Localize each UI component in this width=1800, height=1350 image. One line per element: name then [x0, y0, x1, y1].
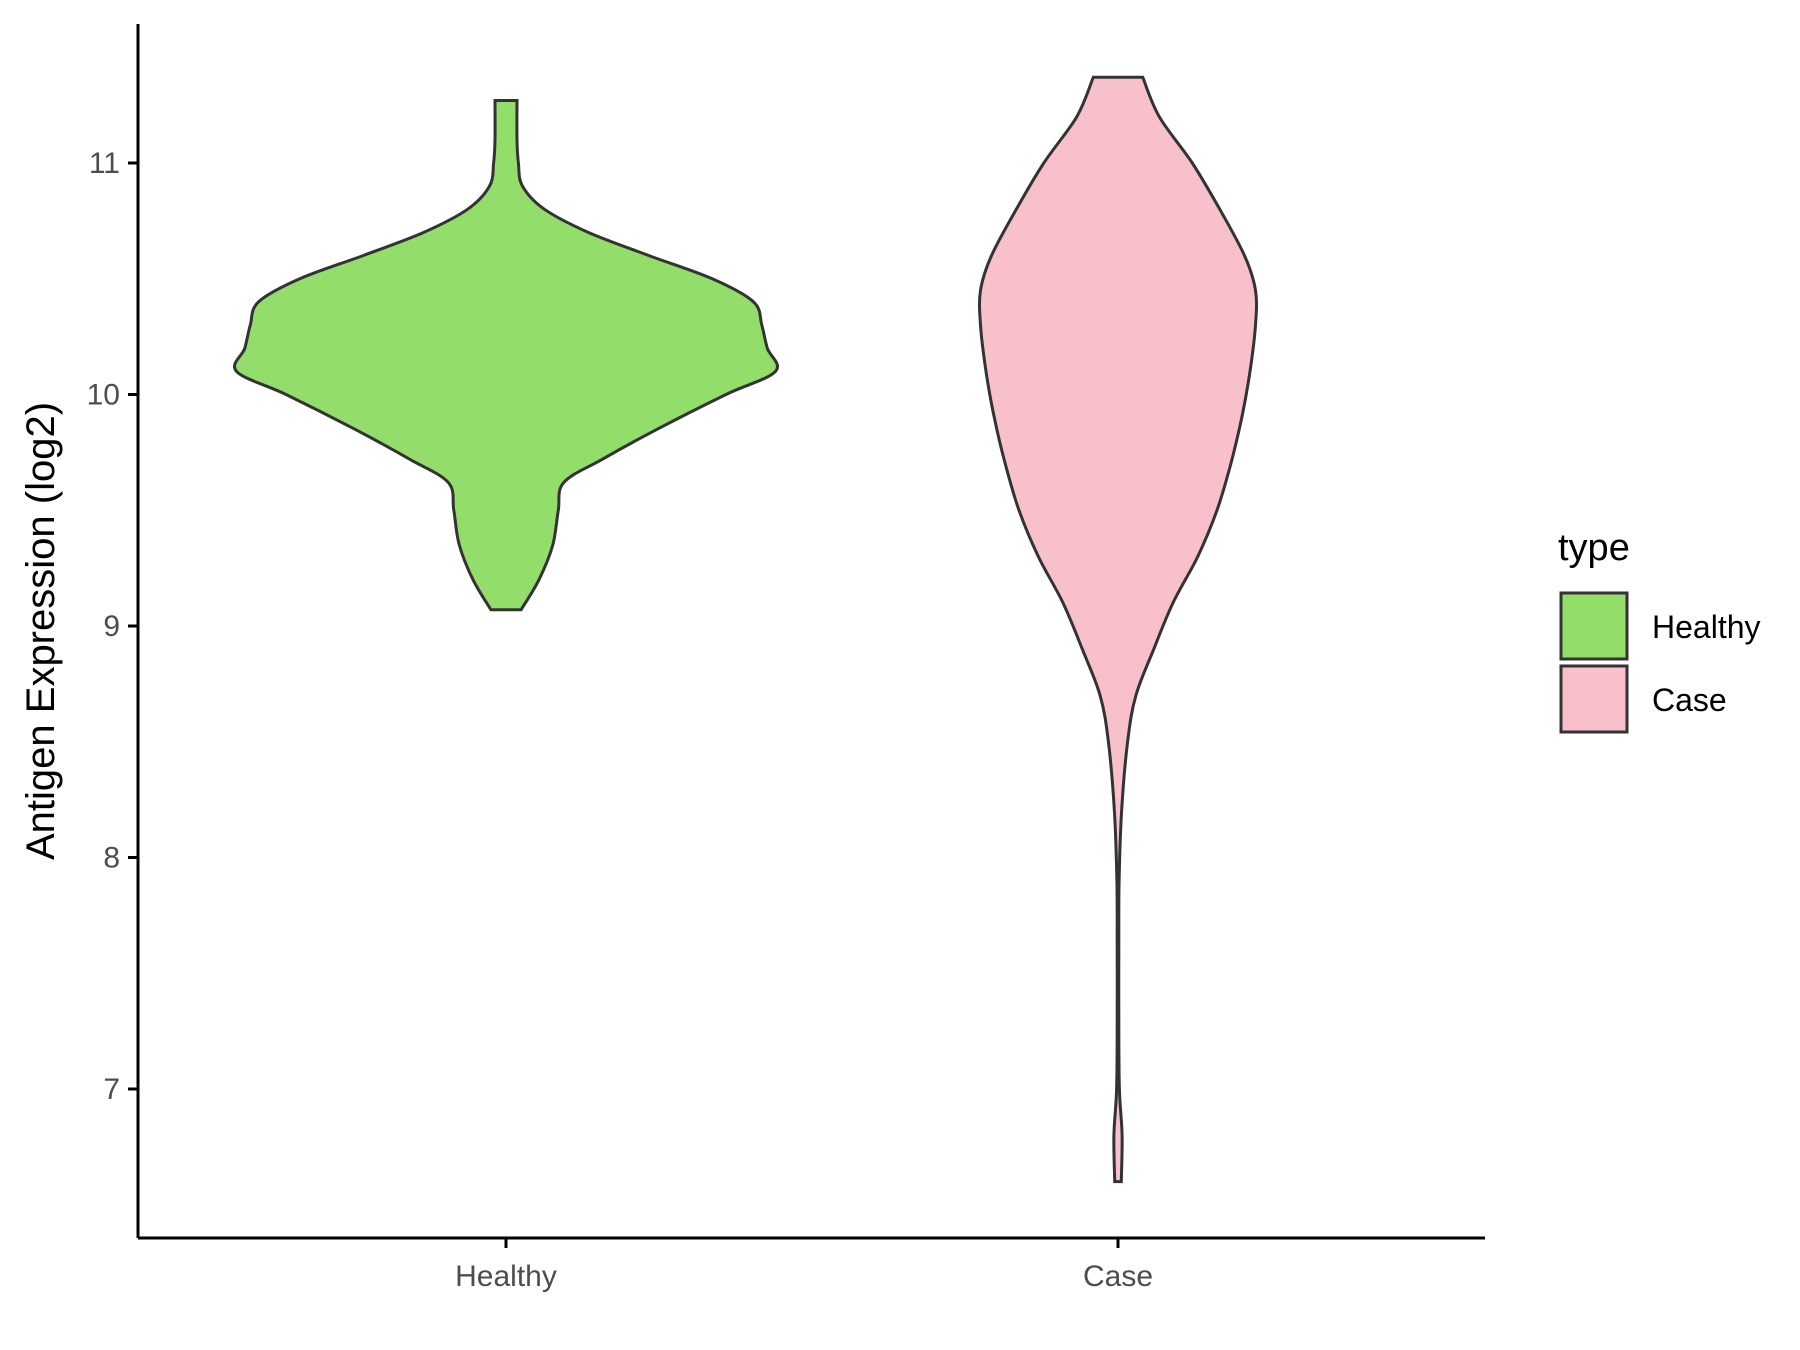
legend-label-healthy: Healthy: [1652, 609, 1761, 645]
x-axis-ticks: Healthy Case: [455, 1238, 1153, 1293]
legend-key-case: [1559, 664, 1629, 734]
y-tick-label: 9: [103, 610, 120, 643]
y-axis-title: Antigen Expression (log2): [19, 402, 63, 860]
legend-key-healthy: [1559, 591, 1629, 661]
y-tick-label: 8: [103, 842, 120, 875]
y-tick-label: 11: [89, 147, 120, 180]
y-axis-ticks: 7 8 9 10 11: [87, 147, 138, 1106]
y-tick-label: 7: [103, 1073, 120, 1106]
violins-group: [233, 75, 1259, 1184]
legend-title: type: [1558, 527, 1630, 569]
x-tick-label: Healthy: [455, 1260, 557, 1293]
violin-healthy: [233, 99, 779, 612]
violin-case: [977, 75, 1259, 1184]
legend-label-case: Case: [1652, 682, 1727, 718]
legend: type Healthy Case: [1558, 527, 1761, 734]
y-tick-label: 10: [87, 379, 120, 412]
x-tick-label: Case: [1083, 1260, 1153, 1293]
